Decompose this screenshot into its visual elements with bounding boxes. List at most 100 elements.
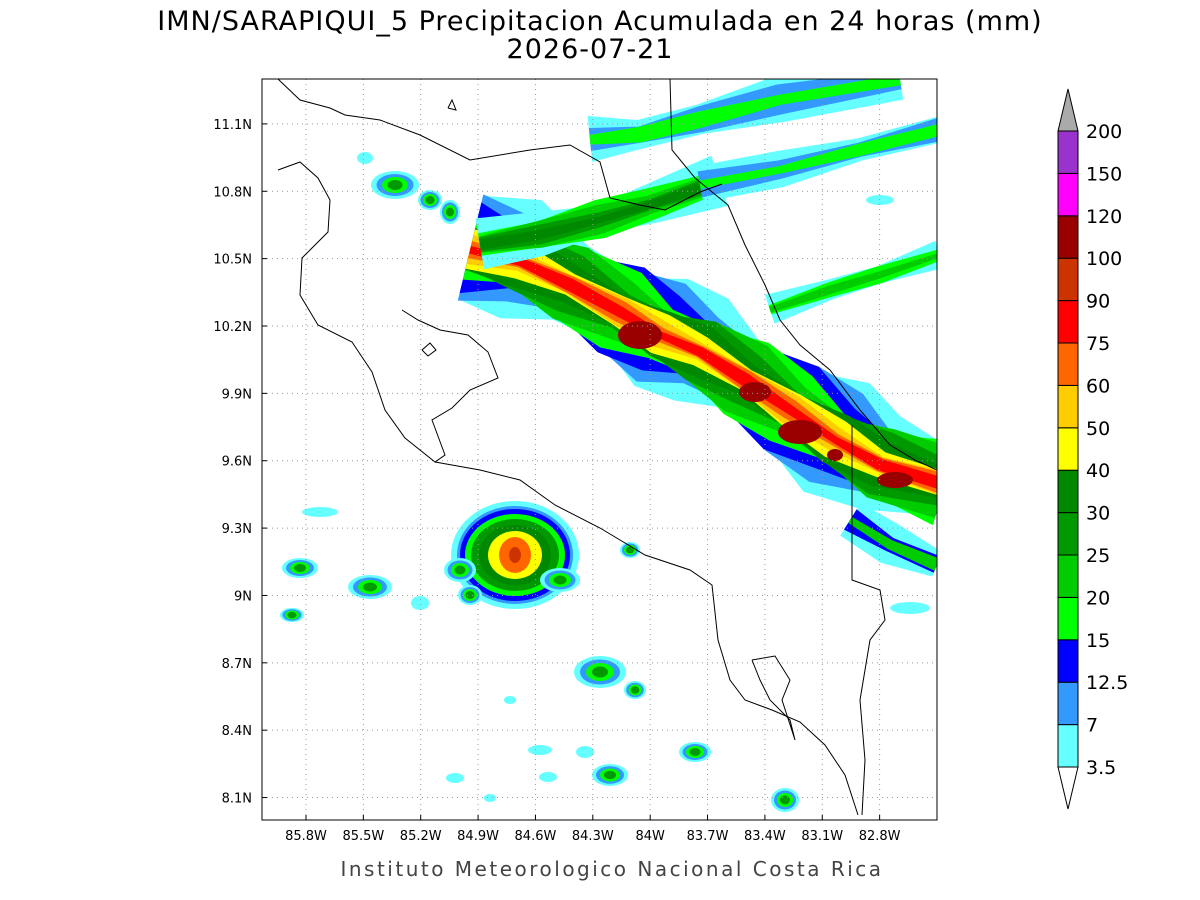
y-tick-label: 11.1N xyxy=(213,118,252,133)
precip-cell xyxy=(890,602,930,614)
precip-cell xyxy=(553,575,567,585)
precip-cell xyxy=(509,547,521,563)
precip-cell xyxy=(484,794,496,802)
colorbar-segment xyxy=(1057,596,1079,641)
precip-cell xyxy=(357,152,373,164)
x-tick-label: 84W xyxy=(635,829,665,844)
x-tick-label: 85.5W xyxy=(342,829,384,844)
coastline xyxy=(851,425,886,816)
x-tick-label: 83.1W xyxy=(801,829,843,844)
precip-cell xyxy=(528,745,552,755)
coastline xyxy=(421,342,437,357)
precip-cell xyxy=(287,611,297,619)
coastlines xyxy=(277,79,937,816)
colorbar-segment xyxy=(1057,469,1079,514)
x-tick-label: 83.7W xyxy=(687,829,729,844)
colorbar-under xyxy=(1057,766,1079,810)
colorbar-label: 20 xyxy=(1086,587,1110,609)
colorbar-segment xyxy=(1057,342,1079,386)
colorbar-label: 40 xyxy=(1086,460,1110,482)
y-tick-label: 8.1N xyxy=(222,792,252,807)
colorbar-segment xyxy=(1057,130,1079,174)
x-tick-label: 84.6W xyxy=(515,829,557,844)
colorbar-segment xyxy=(1057,257,1079,302)
y-tick-label: 10.5N xyxy=(213,253,252,268)
precip-cell xyxy=(294,564,306,572)
colorbar-label: 60 xyxy=(1086,375,1110,397)
precip-area xyxy=(479,176,722,250)
colorbar-segment xyxy=(1057,300,1079,344)
title: IMN/SARAPIQUI_5 Precipitacion Acumulada … xyxy=(157,6,1042,37)
colorbar-segment xyxy=(1057,681,1079,726)
coastline xyxy=(669,79,937,471)
precip-field xyxy=(280,79,937,812)
colorbar-segment xyxy=(1057,639,1079,683)
precip-area xyxy=(699,124,937,189)
subtitle: 2026-07-21 xyxy=(507,34,674,65)
colorbar-label: 120 xyxy=(1086,206,1122,228)
precip-cell xyxy=(425,196,435,204)
precip-area xyxy=(769,253,937,313)
colorbar: 3.5 7 12.5 15 20 25 30 40 50 60 75 90 100 120 150 200 xyxy=(1057,88,1128,810)
colorbar-segment xyxy=(1057,427,1079,471)
y-tick-label: 9N xyxy=(234,589,252,604)
grid xyxy=(262,79,937,820)
footer: Instituto Meteorologico Nacional Costa R… xyxy=(340,857,883,881)
x-tick-label: 85.2W xyxy=(400,829,442,844)
precip-cell xyxy=(446,207,454,217)
precip-cell xyxy=(454,565,466,575)
y-tick-label: 10.2N xyxy=(213,320,252,335)
y-tick-label: 8.7N xyxy=(222,657,252,672)
precip-cell xyxy=(827,449,843,461)
colorbar-label: 75 xyxy=(1086,333,1110,355)
axis-ticks: 85.8W 85.5W 85.2W 84.9W 84.6W 84.3W 84W 83.7W 83… xyxy=(213,118,900,844)
colorbar-label: 100 xyxy=(1086,248,1122,270)
colorbar-label: 25 xyxy=(1086,545,1110,567)
x-tick-label: 84.9W xyxy=(457,829,499,844)
precip-cell xyxy=(689,748,701,756)
precip-cell xyxy=(630,686,640,694)
x-tick-label: 84.3W xyxy=(572,829,614,844)
precip-area xyxy=(848,516,937,571)
coastline xyxy=(277,79,723,211)
precip-cell xyxy=(465,591,475,599)
colorbar-segment xyxy=(1057,384,1079,429)
y-tick-label: 10.8N xyxy=(213,185,252,200)
precip-cell xyxy=(877,472,913,488)
precip-cell xyxy=(411,596,429,610)
precip-cell xyxy=(780,795,790,805)
precip-cell xyxy=(626,546,634,554)
coastline xyxy=(277,161,499,463)
precip-cell xyxy=(604,770,616,780)
y-tick-label: 9.9N xyxy=(222,387,252,402)
y-tick-label: 9.3N xyxy=(222,522,252,537)
coastline xyxy=(447,98,457,111)
x-tick-label: 82.8W xyxy=(859,829,901,844)
map-frame xyxy=(261,78,938,821)
colorbar-segment xyxy=(1057,554,1079,598)
precip-cell xyxy=(576,746,594,758)
colorbar-segment xyxy=(1057,215,1079,259)
y-tick-label: 9.6N xyxy=(222,455,252,470)
precip-cell xyxy=(539,772,557,782)
coastline xyxy=(434,461,859,816)
precip-cell xyxy=(592,666,608,678)
colorbar-label: 15 xyxy=(1086,630,1110,652)
precip-cell xyxy=(739,382,771,402)
precip-cell xyxy=(618,321,662,349)
precip-cell xyxy=(302,507,338,517)
colorbar-label: 12.5 xyxy=(1086,672,1128,694)
colorbar-label: 50 xyxy=(1086,418,1110,440)
colorbar-segment xyxy=(1057,724,1079,768)
colorbar-over xyxy=(1057,88,1079,132)
colorbar-segment xyxy=(1057,172,1079,217)
colorbar-label: 3.5 xyxy=(1086,757,1116,779)
precip-cell xyxy=(363,582,377,592)
colorbar-label: 90 xyxy=(1086,291,1110,313)
precip-cell xyxy=(504,696,516,704)
colorbar-segment xyxy=(1057,512,1079,556)
colorbar-label: 200 xyxy=(1086,121,1122,143)
precip-cell xyxy=(387,180,403,190)
